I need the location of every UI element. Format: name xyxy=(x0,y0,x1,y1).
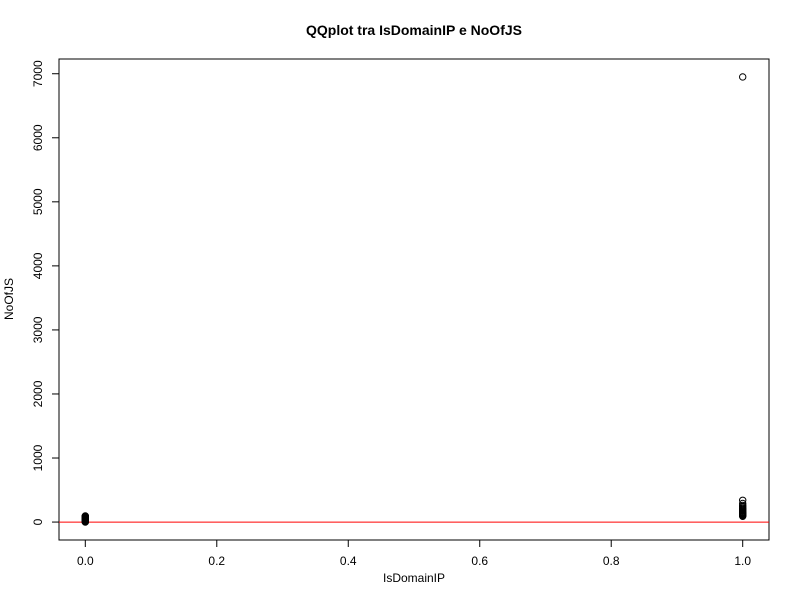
x-tick-label: 0.4 xyxy=(340,554,357,568)
x-tick-label: 0.6 xyxy=(471,554,488,568)
y-axis-label: NoOfJS xyxy=(2,278,16,320)
y-axis: 0 1000 2000 3000 4000 5000 6000 7000 xyxy=(31,60,60,525)
data-point xyxy=(739,496,747,504)
data-point xyxy=(739,73,747,81)
y-tick-label: 5000 xyxy=(31,188,45,215)
y-tick-label: 2000 xyxy=(31,380,45,407)
y-tick-label: 3000 xyxy=(31,316,45,343)
y-tick-label: 6000 xyxy=(31,124,45,151)
data-point xyxy=(81,512,89,520)
y-tick-label: 0 xyxy=(31,518,45,525)
x-axis-label: IsDomainIP xyxy=(383,571,445,585)
x-tick-label: 1.0 xyxy=(734,554,751,568)
y-tick-label: 7000 xyxy=(31,60,45,87)
data-points xyxy=(81,73,747,526)
plot-box xyxy=(58,58,770,541)
x-axis: 0.0 0.2 0.4 0.6 0.8 1.0 xyxy=(77,539,751,568)
data-point xyxy=(739,499,747,508)
data-point xyxy=(739,501,747,510)
y-tick-label: 4000 xyxy=(31,252,45,279)
x-tick-label: 0.2 xyxy=(208,554,225,568)
chart-title: QQplot tra IsDomainIP e NoOfJS xyxy=(306,22,522,38)
y-tick-label: 1000 xyxy=(31,444,45,471)
x-tick-label: 0.8 xyxy=(603,554,620,568)
x-tick-label: 0.0 xyxy=(77,554,94,568)
